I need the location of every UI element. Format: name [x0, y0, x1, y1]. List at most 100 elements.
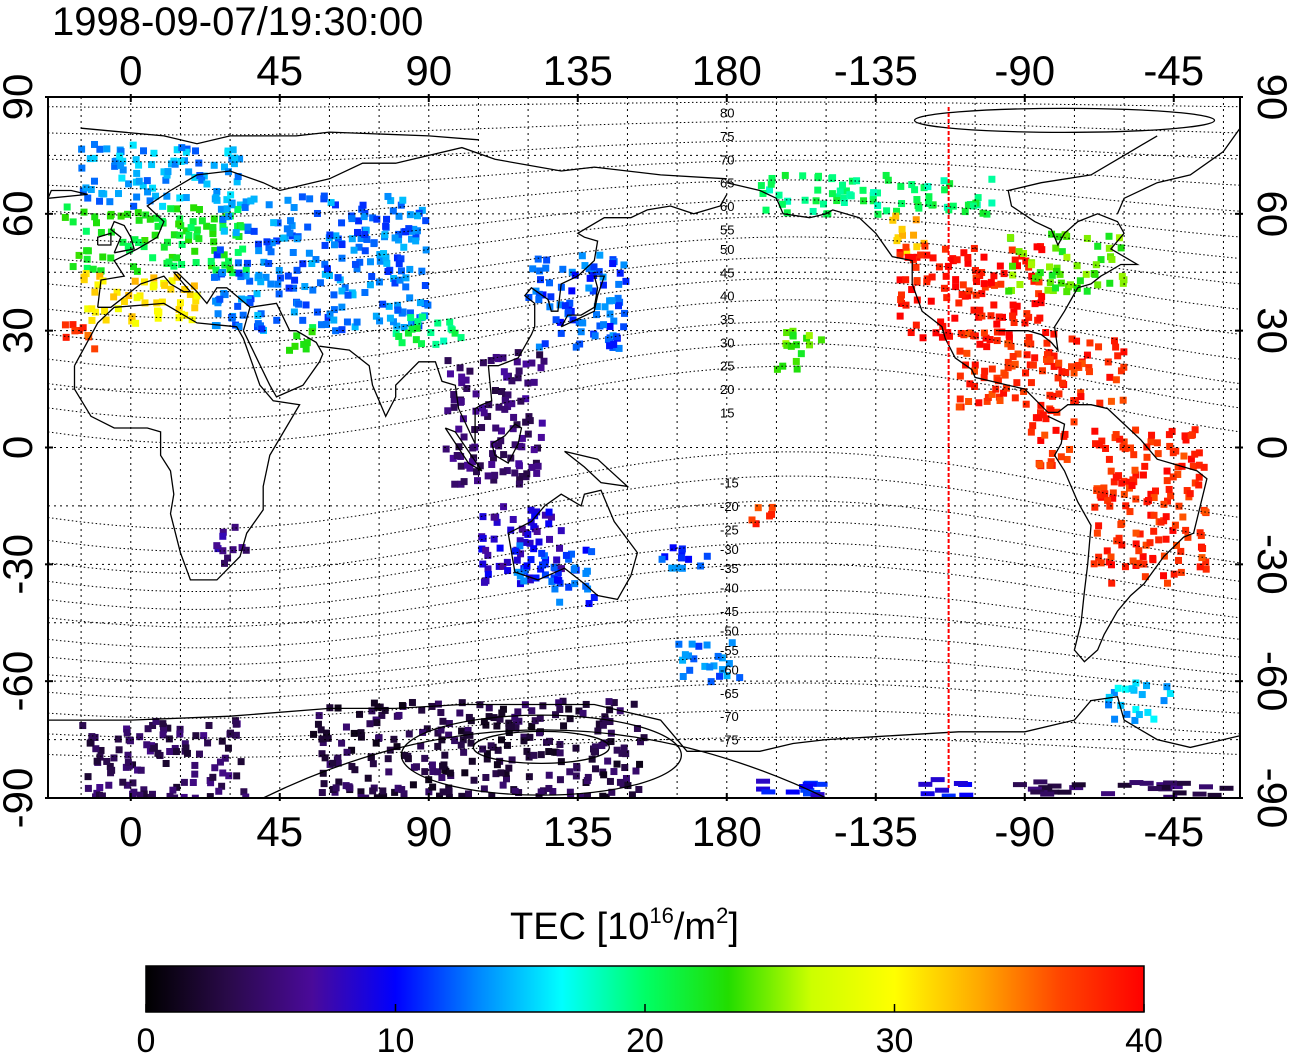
tec-cell — [220, 251, 228, 259]
tec-cell — [92, 745, 100, 753]
contour-label: -45 — [720, 604, 739, 619]
tec-cell — [62, 333, 70, 341]
tec-cell — [925, 200, 933, 208]
tec-cell — [504, 567, 512, 575]
tec-cell — [381, 706, 389, 714]
tec-cell — [1022, 369, 1030, 377]
tec-cell — [912, 321, 920, 329]
tec-cell — [425, 776, 433, 784]
tec-cell — [423, 725, 431, 733]
tec-cell — [1009, 301, 1017, 309]
tec-cell — [633, 724, 641, 732]
tec-cell — [508, 756, 516, 764]
tec-cell — [766, 186, 774, 194]
tec-cell — [402, 274, 410, 282]
tec-cell — [1062, 369, 1070, 377]
tec-cell — [500, 451, 508, 459]
tec-cell — [537, 364, 545, 372]
tec-cell — [1012, 782, 1027, 788]
tec-cell — [847, 192, 855, 200]
tec-cell — [457, 334, 465, 342]
tec-cell — [893, 207, 901, 215]
tec-cell — [125, 762, 133, 770]
tec-cell — [1014, 350, 1022, 358]
tec-cell — [146, 197, 154, 205]
tec-cell — [253, 290, 261, 298]
tec-cell — [1132, 706, 1140, 714]
colorbar-label: TEC [1016/m2] — [510, 905, 739, 949]
tec-cell — [1068, 363, 1076, 371]
tec-cell — [424, 301, 432, 309]
tec-cell — [853, 177, 861, 185]
tec-cell — [622, 775, 630, 783]
tec-cell — [1150, 715, 1158, 723]
tec-cell — [414, 318, 422, 326]
tec-cell — [149, 254, 157, 262]
tec-cell — [759, 189, 767, 197]
tec-cell — [521, 538, 529, 546]
tec-cell — [284, 272, 292, 280]
tec-cell — [570, 566, 578, 574]
tec-cell — [1046, 356, 1054, 364]
tec-cell — [449, 454, 457, 462]
tec-cell — [412, 237, 420, 245]
tec-cell — [762, 206, 770, 214]
tec-cell — [1068, 335, 1076, 343]
tec-cell — [1042, 329, 1050, 337]
tec-cell — [422, 217, 430, 225]
tec-cell — [474, 477, 482, 485]
tec-cell — [412, 233, 420, 241]
tec-cell — [725, 660, 733, 668]
tec-cell — [896, 276, 904, 284]
tec-cell — [161, 281, 169, 289]
tec-cell — [994, 377, 1002, 385]
tec-cell — [594, 727, 602, 735]
tec-cell — [993, 328, 1001, 336]
tec-cell — [407, 320, 415, 328]
tec-cell — [703, 641, 711, 649]
tec-cell — [965, 287, 973, 295]
tec-cell — [492, 770, 500, 778]
tec-cell — [520, 733, 528, 741]
contour-label: 25 — [720, 359, 734, 374]
tec-cell — [951, 314, 959, 322]
tec-cell — [1146, 539, 1154, 547]
tec-cell — [775, 191, 783, 199]
tec-cell — [520, 737, 528, 745]
tec-cell — [479, 534, 487, 542]
tec-cell — [221, 291, 229, 299]
tec-cell — [255, 271, 263, 279]
tec-cell — [61, 213, 69, 221]
tec-cell — [149, 283, 157, 291]
tec-cell — [219, 547, 227, 555]
tec-cell — [485, 713, 493, 721]
tec-cell — [536, 729, 544, 737]
tec-cell — [380, 793, 388, 798]
tec-cell — [181, 285, 189, 293]
tec-cell — [1090, 270, 1098, 278]
tec-cell — [69, 263, 77, 271]
tec-cell — [417, 742, 425, 750]
tec-cell — [1112, 343, 1120, 351]
tec-cell — [1011, 394, 1019, 402]
tec-cell — [809, 207, 817, 215]
tec-cell — [1066, 445, 1074, 453]
tec-cell — [330, 241, 338, 249]
tec-cell — [223, 196, 231, 204]
tec-cell — [384, 267, 392, 275]
tec-cell — [966, 380, 974, 388]
tec-cell — [389, 318, 397, 326]
tec-cell — [418, 313, 426, 321]
tec-cell — [897, 182, 905, 190]
tec-cell — [1044, 286, 1052, 294]
tec-cell — [874, 201, 882, 209]
tec-cell — [242, 266, 250, 274]
tec-cell — [1094, 242, 1102, 250]
tec-cell — [1031, 274, 1039, 282]
tec-cell — [1037, 436, 1045, 444]
tec-cell — [225, 257, 233, 265]
tec-cell — [532, 574, 540, 582]
tec-cell — [1050, 362, 1058, 370]
tec-cell — [920, 184, 928, 192]
tec-cell — [139, 182, 147, 190]
